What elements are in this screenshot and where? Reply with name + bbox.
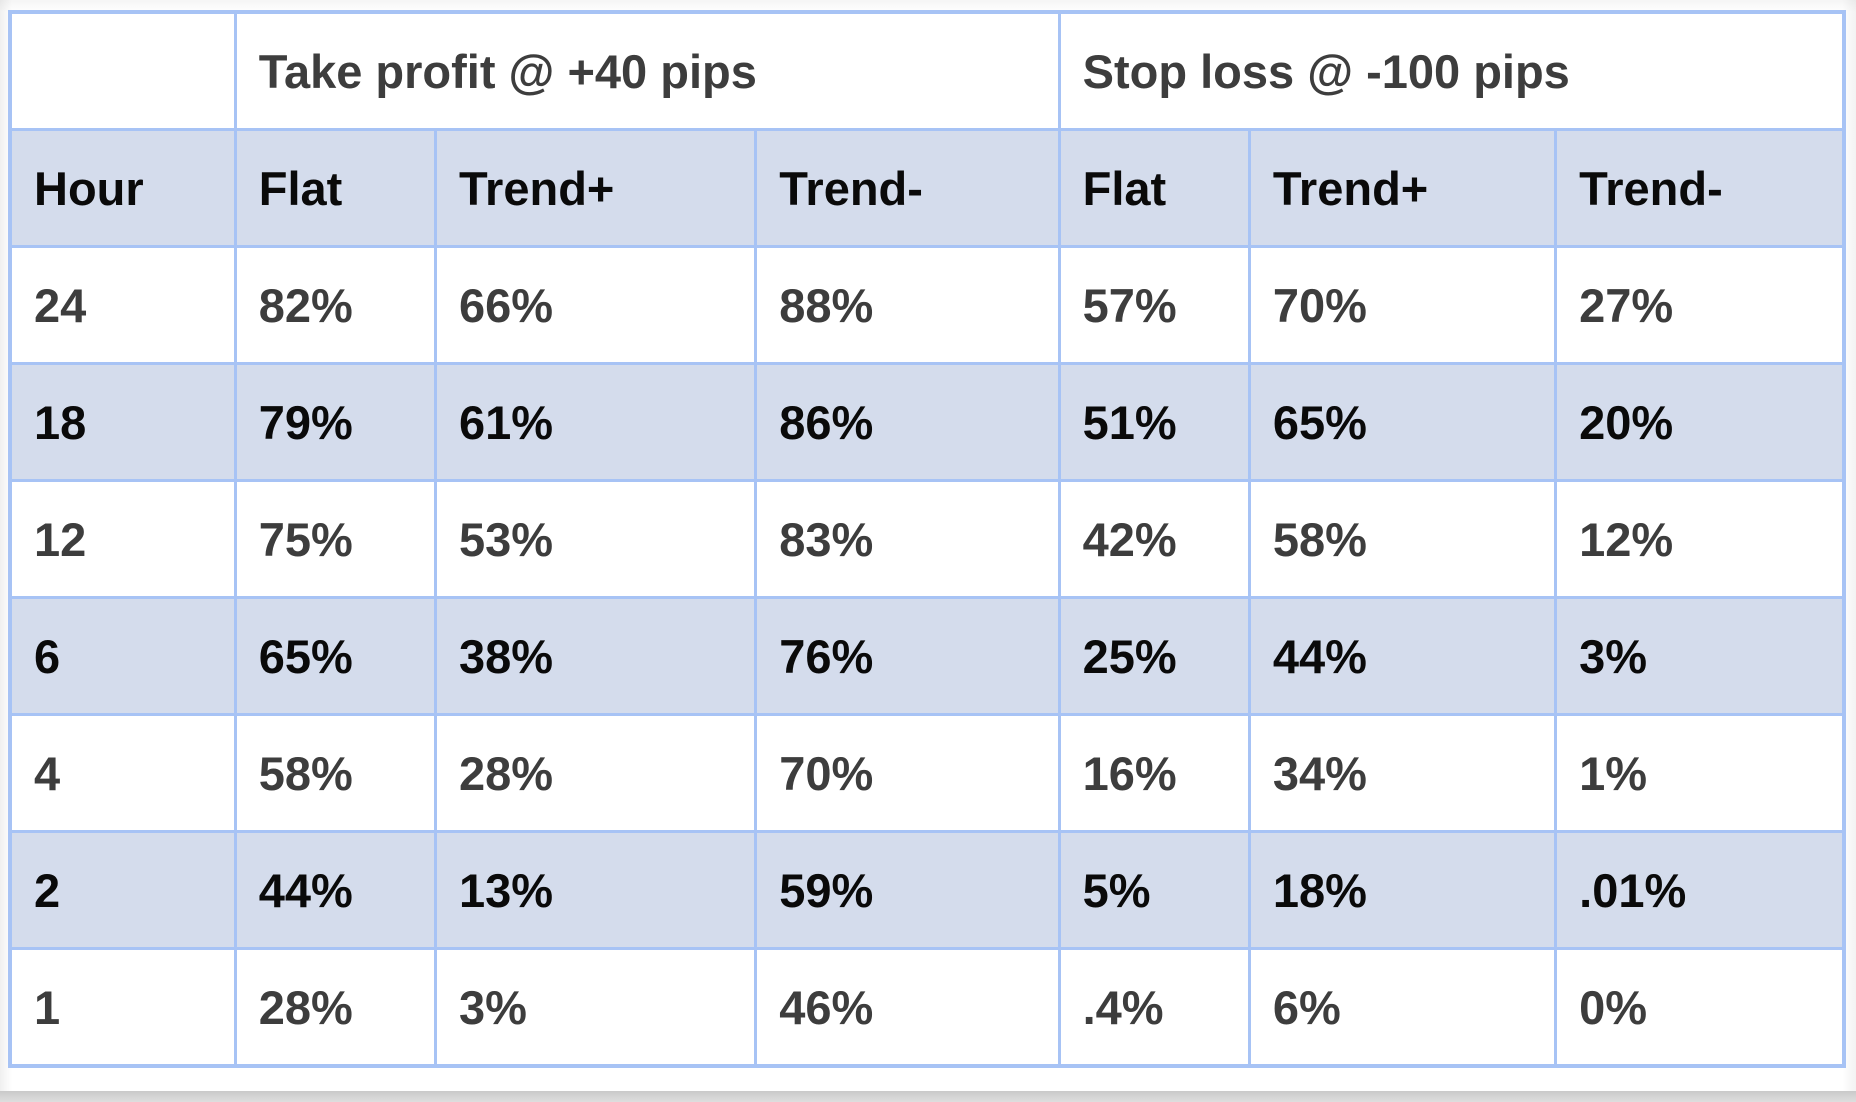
value-cell: 13% bbox=[433, 830, 758, 950]
table-row: 6 65% 38% 76% 25% 44% 3% bbox=[8, 596, 1846, 716]
hour-cell: 2 bbox=[8, 830, 237, 950]
column-header-trend-minus-sl: Trend- bbox=[1554, 128, 1846, 248]
value-cell: 65% bbox=[233, 596, 437, 716]
column-header-flat-tp: Flat bbox=[233, 128, 437, 248]
value-cell: 53% bbox=[433, 479, 758, 599]
column-header-trend-plus-tp: Trend+ bbox=[433, 128, 758, 248]
hour-cell: 12 bbox=[8, 479, 237, 599]
value-cell: .01% bbox=[1554, 830, 1846, 950]
value-cell: 58% bbox=[233, 713, 437, 833]
value-cell: 46% bbox=[754, 947, 1061, 1068]
column-header-flat-sl: Flat bbox=[1057, 128, 1251, 248]
value-cell: 70% bbox=[1247, 245, 1558, 365]
value-cell: .4% bbox=[1057, 947, 1251, 1068]
value-cell: 83% bbox=[754, 479, 1061, 599]
value-cell: 38% bbox=[433, 596, 758, 716]
value-cell: 44% bbox=[1247, 596, 1558, 716]
value-cell: 12% bbox=[1554, 479, 1846, 599]
hour-cell: 6 bbox=[8, 596, 237, 716]
column-header-hour: Hour bbox=[8, 128, 237, 248]
group-header-take-profit: Take profit @ +40 pips bbox=[233, 10, 1061, 131]
table-row: 1 28% 3% 46% .4% 6% 0% bbox=[8, 947, 1846, 1068]
column-header-row: Hour Flat Trend+ Trend- Flat Trend+ Tren… bbox=[8, 128, 1846, 248]
value-cell: 27% bbox=[1554, 245, 1846, 365]
value-cell: 70% bbox=[754, 713, 1061, 833]
table-row: 4 58% 28% 70% 16% 34% 1% bbox=[8, 713, 1846, 833]
value-cell: 3% bbox=[1554, 596, 1846, 716]
corner-cell bbox=[8, 10, 237, 131]
value-cell: 6% bbox=[1247, 947, 1558, 1068]
value-cell: 44% bbox=[233, 830, 437, 950]
value-cell: 88% bbox=[754, 245, 1061, 365]
value-cell: 20% bbox=[1554, 362, 1846, 482]
value-cell: 76% bbox=[754, 596, 1061, 716]
value-cell: 42% bbox=[1057, 479, 1251, 599]
value-cell: 1% bbox=[1554, 713, 1846, 833]
value-cell: 65% bbox=[1247, 362, 1558, 482]
column-header-trend-minus-tp: Trend- bbox=[754, 128, 1061, 248]
page-bottom-shadow bbox=[0, 1091, 1856, 1102]
table-row: 18 79% 61% 86% 51% 65% 20% bbox=[8, 362, 1846, 482]
value-cell: 0% bbox=[1554, 947, 1846, 1068]
value-cell: 5% bbox=[1057, 830, 1251, 950]
value-cell: 25% bbox=[1057, 596, 1251, 716]
value-cell: 3% bbox=[433, 947, 758, 1068]
hour-cell: 1 bbox=[8, 947, 237, 1068]
value-cell: 16% bbox=[1057, 713, 1251, 833]
value-cell: 82% bbox=[233, 245, 437, 365]
hour-cell: 4 bbox=[8, 713, 237, 833]
value-cell: 75% bbox=[233, 479, 437, 599]
value-cell: 18% bbox=[1247, 830, 1558, 950]
value-cell: 34% bbox=[1247, 713, 1558, 833]
table-row: 12 75% 53% 83% 42% 58% 12% bbox=[8, 479, 1846, 599]
value-cell: 28% bbox=[233, 947, 437, 1068]
group-header-stop-loss: Stop loss @ -100 pips bbox=[1057, 10, 1846, 131]
value-cell: 51% bbox=[1057, 362, 1251, 482]
value-cell: 58% bbox=[1247, 479, 1558, 599]
group-header-row: Take profit @ +40 pips Stop loss @ -100 … bbox=[8, 10, 1846, 131]
value-cell: 61% bbox=[433, 362, 758, 482]
hour-cell: 24 bbox=[8, 245, 237, 365]
value-cell: 86% bbox=[754, 362, 1061, 482]
value-cell: 66% bbox=[433, 245, 758, 365]
table-row: 24 82% 66% 88% 57% 70% 27% bbox=[8, 245, 1846, 365]
table-row: 2 44% 13% 59% 5% 18% .01% bbox=[8, 830, 1846, 950]
value-cell: 79% bbox=[233, 362, 437, 482]
column-header-trend-plus-sl: Trend+ bbox=[1247, 128, 1558, 248]
hour-cell: 18 bbox=[8, 362, 237, 482]
value-cell: 28% bbox=[433, 713, 758, 833]
win-rate-table: Take profit @ +40 pips Stop loss @ -100 … bbox=[8, 10, 1846, 1068]
value-cell: 59% bbox=[754, 830, 1061, 950]
value-cell: 57% bbox=[1057, 245, 1251, 365]
